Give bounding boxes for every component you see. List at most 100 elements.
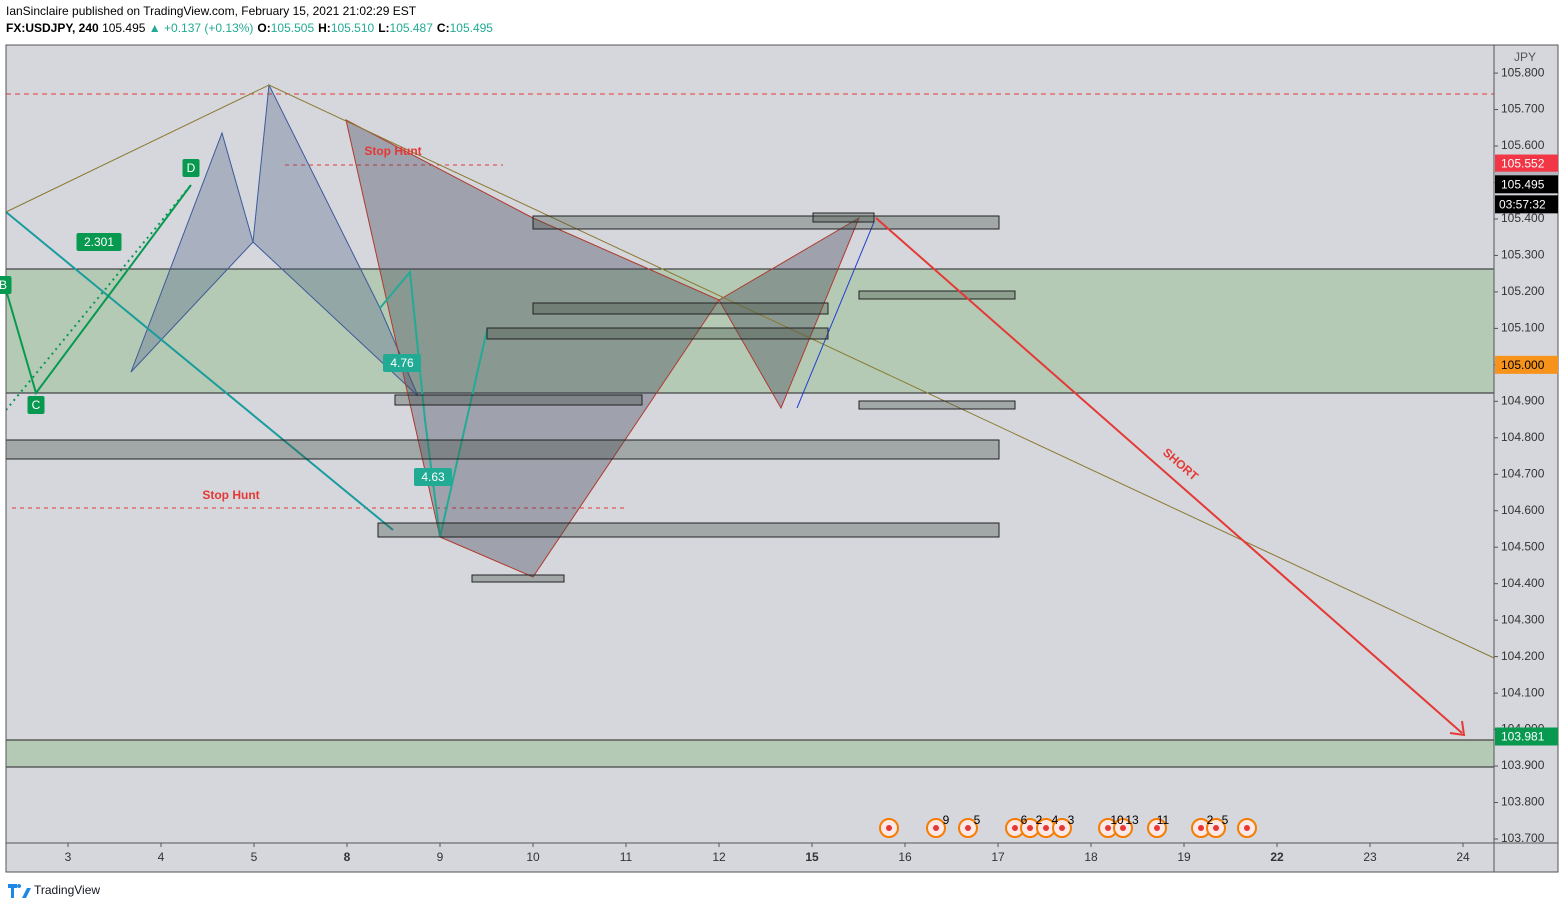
last: 105.495 xyxy=(102,21,146,35)
event-count: 10 xyxy=(1110,813,1124,827)
event-icon-dot xyxy=(1012,825,1018,831)
trend-line xyxy=(796,221,875,409)
y-tick-label: 103.800 xyxy=(1501,795,1545,809)
annotation: 2.301 xyxy=(84,235,114,249)
pattern-leg xyxy=(379,269,488,538)
y-tick-label: 105.800 xyxy=(1501,65,1545,79)
event-icon-dot xyxy=(1213,825,1219,831)
x-tick-label: 4 xyxy=(158,850,165,864)
y-tick-label: 104.100 xyxy=(1501,685,1545,699)
y-tick-label: 103.700 xyxy=(1501,831,1545,845)
event-icon-dot xyxy=(1027,825,1033,831)
ohlc-key: L: xyxy=(378,21,389,35)
price-badge-label: 105.552 xyxy=(1501,157,1545,171)
y-tick-label: 104.200 xyxy=(1501,649,1545,663)
x-tick-label: 3 xyxy=(65,850,72,864)
y-tick-label: 105.100 xyxy=(1501,321,1545,335)
event-icon-dot xyxy=(1120,825,1126,831)
ohlc-value: 105.487 xyxy=(390,21,434,35)
trend-line xyxy=(5,211,394,531)
change: ▲ +0.137 (+0.13%) xyxy=(149,21,254,35)
annotation: C xyxy=(32,398,41,412)
y-tick-label: 104.900 xyxy=(1501,394,1545,408)
annotation-box xyxy=(383,354,421,372)
price-badge-label: 105.000 xyxy=(1501,358,1545,372)
annotation-box xyxy=(0,276,12,294)
target-zone xyxy=(5,739,1494,768)
event-count: 11 xyxy=(1157,813,1170,827)
x-tick-label: 16 xyxy=(898,850,912,864)
y-tick-label: 105.600 xyxy=(1501,138,1545,152)
event-count: 2 xyxy=(1207,813,1214,827)
event-count: 5 xyxy=(974,813,981,827)
annotation-box xyxy=(76,233,122,251)
y-tick-label: 104.700 xyxy=(1501,466,1545,480)
event-icon-dot xyxy=(1154,825,1160,831)
ohlc-key: O: xyxy=(257,21,270,35)
x-tick-label: 18 xyxy=(1084,850,1098,864)
x-tick-label: 23 xyxy=(1363,850,1377,864)
annotation: Stop Hunt xyxy=(364,144,421,158)
zone xyxy=(858,400,1016,410)
zones xyxy=(5,212,1016,583)
event-count: 3 xyxy=(1068,813,1075,827)
zone xyxy=(812,212,875,223)
trend-line xyxy=(5,84,1494,659)
x-tick-label: 17 xyxy=(991,850,1005,864)
y-tick-label: 104.600 xyxy=(1501,503,1545,517)
ohlc-value: 105.495 xyxy=(450,21,494,35)
event-count: 9 xyxy=(943,813,950,827)
event-count: 13 xyxy=(1125,813,1139,827)
event-count: 2 xyxy=(1036,813,1043,827)
symbol-line: FX:USDJPY, 240 105.495 ▲ +0.137 (+0.13%)… xyxy=(6,21,493,35)
countdown: 03:57:32 xyxy=(1499,197,1546,211)
harmonic-pattern xyxy=(345,119,720,578)
event-icon-dot xyxy=(1244,825,1250,831)
y-tick-label: 105.700 xyxy=(1501,102,1545,116)
annotation: Stop Hunt xyxy=(202,488,259,502)
zone xyxy=(858,290,1016,300)
y-tick-label: 105.400 xyxy=(1501,211,1545,225)
event-icon-dot xyxy=(886,825,892,831)
zone xyxy=(5,439,1000,460)
annotation-box xyxy=(27,396,45,414)
ohlc-key: H: xyxy=(318,21,331,35)
annotation-box xyxy=(414,468,452,486)
event-count: 6 xyxy=(1021,813,1028,827)
short-arrow xyxy=(875,217,1463,734)
brand: TradingView xyxy=(34,883,100,897)
y-tick-label: 104.300 xyxy=(1501,612,1545,626)
y-tick-label: 103.900 xyxy=(1501,758,1545,772)
y-tick-label: 104.400 xyxy=(1501,576,1545,590)
annotation-box xyxy=(182,159,200,177)
x-tick-label: 24 xyxy=(1456,850,1470,864)
demand-zone xyxy=(5,268,1494,394)
pane xyxy=(5,83,1494,768)
countdown-box xyxy=(1495,195,1558,214)
price-badge xyxy=(1495,355,1558,374)
x-tick-label: 19 xyxy=(1177,850,1191,864)
x-tick-label: 11 xyxy=(620,850,633,864)
y-tick-label: 105.200 xyxy=(1501,284,1545,298)
price-badge xyxy=(1495,175,1558,194)
currency: JPY xyxy=(1514,50,1536,64)
pattern-leg xyxy=(5,184,192,396)
x-tick-label: 8 xyxy=(344,850,351,864)
x-tick-label: 12 xyxy=(712,850,726,864)
x-tick-label: 9 xyxy=(437,850,444,864)
annotation: 4.76 xyxy=(390,356,414,370)
event-icon-dot xyxy=(1105,825,1111,831)
annotation: 4.63 xyxy=(421,470,445,484)
logo xyxy=(8,884,31,898)
x-tick-label: 15 xyxy=(805,850,819,864)
price-badge xyxy=(1495,727,1558,746)
price-badge-label: 105.495 xyxy=(1501,177,1545,191)
supply-zone xyxy=(532,215,1000,230)
price-badge-label: 103.981 xyxy=(1501,730,1545,744)
short-arrow-head xyxy=(1449,720,1466,737)
price-badge xyxy=(1495,154,1558,173)
author-line: IanSinclaire published on TradingView.co… xyxy=(6,4,417,18)
event-count: 5 xyxy=(1222,813,1229,827)
event-icon-dot xyxy=(1198,825,1204,831)
